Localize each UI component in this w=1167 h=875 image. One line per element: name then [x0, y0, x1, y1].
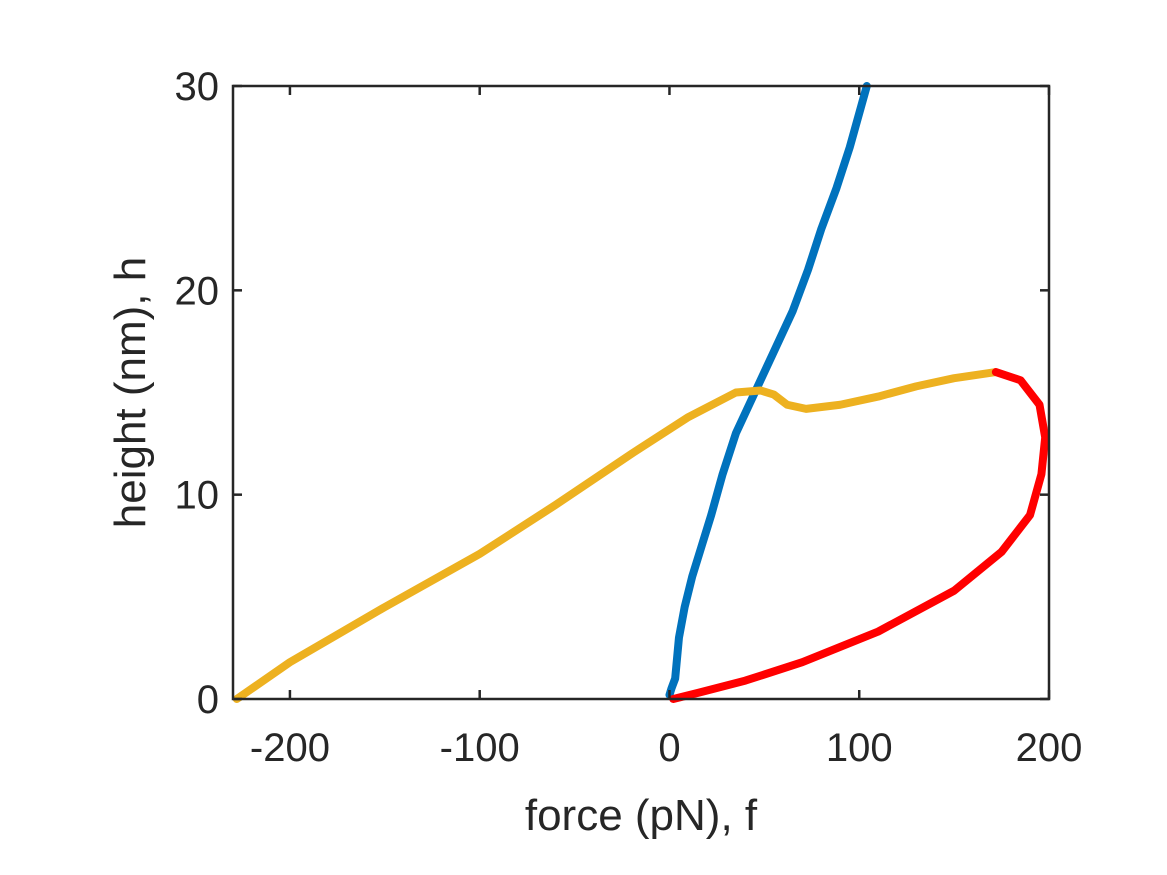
series-layer [232, 82, 1050, 703]
y-tick-label: 30 [175, 65, 220, 109]
x-tick-label: -100 [440, 726, 520, 770]
series-line-1 [665, 82, 871, 699]
axes-box [231, 84, 1051, 701]
x-axis-label: force (pN), f [525, 791, 758, 840]
x-tick-label: 0 [658, 726, 680, 770]
series-line-3 [669, 368, 1050, 703]
tick-layer: -200 -100 0 100 200 0 10 20 30 [175, 65, 1083, 770]
y-tick-label: 0 [197, 678, 219, 722]
y-axis-label: height (nm), h [106, 257, 155, 528]
x-tick-label: 200 [1016, 726, 1083, 770]
series-line-2 [232, 368, 1000, 703]
x-tick-label: 100 [826, 726, 893, 770]
y-tick-label: 20 [175, 269, 220, 313]
y-tick-label: 10 [175, 474, 220, 518]
x-tick-label: -200 [250, 726, 330, 770]
